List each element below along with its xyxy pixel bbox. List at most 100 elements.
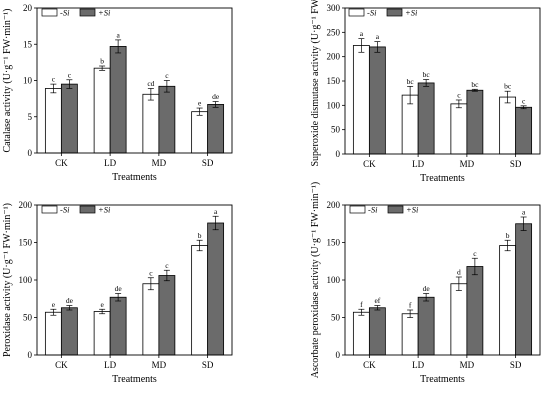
- bar-ck-minus-si: [44, 311, 62, 356]
- bar-sd-plus-si: [515, 106, 533, 155]
- bar-md-minus-si: [142, 93, 160, 154]
- bar-sd-plus-si: [207, 222, 225, 356]
- significance-letter: cd: [147, 79, 154, 88]
- legend-swatch: [387, 205, 404, 214]
- y-tick-label: 0: [28, 148, 33, 158]
- significance-letter: de: [423, 284, 431, 293]
- legend: -Si +Si: [41, 205, 111, 215]
- significance-letter: de: [66, 296, 74, 305]
- x-axis-title: Treatments: [420, 374, 465, 385]
- bar-sd-minus-si: [191, 245, 209, 356]
- significance-letter: bc: [407, 77, 415, 86]
- x-tick-label: SD: [202, 158, 214, 168]
- bar-ck-plus-si: [60, 307, 78, 356]
- legend-label: -Si: [60, 205, 70, 215]
- legend: -Si +Si: [348, 8, 418, 18]
- legend-label: +Si: [405, 8, 418, 18]
- significance-letter: c: [149, 268, 153, 277]
- x-tick-label: CK: [55, 360, 68, 370]
- legend: -Si +Si: [349, 205, 419, 215]
- x-axis-title: Treatments: [420, 173, 465, 184]
- bar-ck-plus-si: [60, 83, 78, 154]
- bar-md-plus-si: [158, 85, 176, 154]
- bar-ld-plus-si: [417, 296, 435, 356]
- legend-swatch: [41, 8, 58, 17]
- x-tick-label: MD: [152, 360, 167, 370]
- x-tick-label: CK: [363, 159, 376, 169]
- significance-letter: ef: [374, 296, 380, 305]
- significance-letter: f: [409, 301, 412, 310]
- legend-label: +Si: [406, 205, 419, 215]
- bar-ck-minus-si: [44, 88, 62, 154]
- significance-letter: de: [212, 92, 220, 101]
- y-tick-label: 0: [336, 149, 341, 159]
- y-tick-label: 20: [23, 3, 33, 13]
- bar-md-minus-si: [450, 103, 468, 155]
- y-tick-label: 150: [19, 238, 33, 248]
- legend-label: -Si: [367, 8, 377, 18]
- chart-panel-2: a aCKbcbcLDcbcMDbccSD050100150200250300Tr…: [310, 0, 541, 184]
- legend-swatch: [349, 205, 366, 214]
- chart-panel-1: c c CK b a LD cd c MD e de SD 0 5 10 15 20 Treatments Cata…: [2, 3, 233, 183]
- significance-letter: b: [198, 231, 202, 240]
- chart-panel-4: f ef CK f de LD d c MD b a SD 0 50 100 150 200 Treatments…: [310, 182, 541, 385]
- x-tick-label: CK: [363, 360, 376, 370]
- significance-letter: e: [100, 300, 104, 309]
- x-tick-label: LD: [412, 360, 424, 370]
- significance-letter: c: [165, 261, 169, 270]
- legend-label: +Si: [98, 205, 111, 215]
- significance-letter: a: [522, 208, 526, 217]
- significance-letter: c: [522, 96, 526, 105]
- significance-letter: bc: [471, 80, 479, 89]
- x-tick-label: SD: [202, 360, 214, 370]
- x-tick-label: LD: [104, 158, 116, 168]
- legend-label: -Si: [368, 205, 378, 215]
- bar-ck-plus-si: [368, 307, 386, 356]
- chart-panel-3: e de CK e de LD c c MD b a SD 0 50 100 150 200 Treatments…: [2, 200, 233, 385]
- x-tick-label: MD: [152, 158, 167, 168]
- y-axis-title: Ascorbate peroxidase activity (U·g⁻¹ FW·…: [310, 182, 321, 379]
- y-axis-title: Superoxide dismutase activity (U·g⁻¹ FW): [310, 0, 321, 167]
- x-tick-label: MD: [460, 360, 475, 370]
- y-tick-label: 200: [19, 200, 33, 210]
- y-tick-label: 200: [327, 52, 341, 62]
- y-tick-label: 50: [23, 313, 33, 323]
- significance-letter: b: [100, 57, 104, 66]
- bar-md-plus-si: [158, 275, 176, 356]
- bar-ck-minus-si: [352, 45, 370, 155]
- y-tick-label: 250: [327, 27, 341, 37]
- bar-ck-plus-si: [368, 46, 386, 155]
- significance-letter: c: [165, 71, 169, 80]
- significance-letter: a: [376, 32, 380, 41]
- significance-letter: a: [214, 207, 218, 216]
- y-tick-label: 10: [23, 76, 33, 86]
- significance-letter: bc: [504, 82, 512, 91]
- x-axis-title: Treatments: [112, 172, 157, 183]
- significance-letter: e: [52, 300, 56, 309]
- y-tick-label: 150: [327, 76, 341, 86]
- legend-swatch: [348, 8, 365, 17]
- bar-ld-plus-si: [109, 296, 127, 356]
- significance-letter: a: [360, 29, 364, 38]
- y-axis-title: Catalase activity (U·g⁻¹ FW·min⁻¹): [2, 8, 13, 152]
- x-tick-label: MD: [460, 159, 475, 169]
- significance-letter: d: [457, 268, 461, 277]
- significance-letter: e: [198, 99, 202, 108]
- bar-sd-minus-si: [499, 245, 517, 356]
- significance-letter: de: [115, 284, 123, 293]
- x-tick-label: CK: [55, 158, 68, 168]
- legend: -Si +Si: [41, 8, 111, 18]
- y-tick-label: 300: [327, 3, 341, 13]
- bar-ld-minus-si: [93, 311, 111, 356]
- x-tick-label: SD: [510, 159, 522, 169]
- y-tick-label: 0: [336, 350, 341, 360]
- significance-letter: bc: [423, 70, 431, 79]
- significance-letter: a: [116, 30, 120, 39]
- significance-letter: c: [68, 70, 72, 79]
- legend-swatch: [79, 8, 96, 17]
- y-tick-label: 200: [327, 200, 341, 210]
- significance-letter: c: [473, 249, 477, 258]
- significance-letter: c: [52, 75, 56, 84]
- legend-swatch: [79, 205, 96, 214]
- legend-label: -Si: [60, 8, 70, 18]
